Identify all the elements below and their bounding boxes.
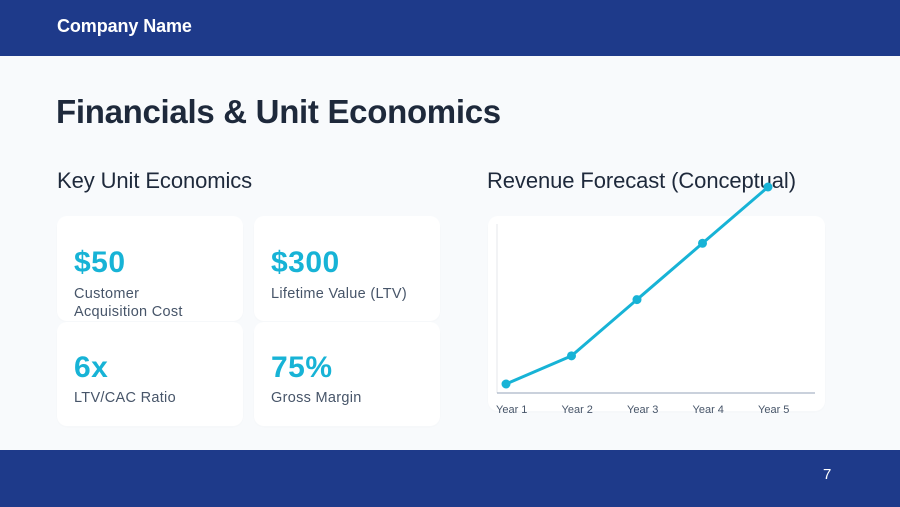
unit-economics-heading: Key Unit Economics — [57, 168, 253, 193]
revenue-chart-card: Year 1 Year 2 Year 3 Year 4 Year 5 — [488, 182, 825, 416]
x-axis-labels: Year 1 Year 2 Year 3 Year 4 Year 5 — [496, 404, 789, 416]
metric-value: $50 — [74, 246, 126, 279]
x-axis-label: Year 3 — [627, 404, 658, 416]
metric-card-cac: $50 Customer Acquisition Cost — [57, 216, 243, 321]
footer-bar — [0, 450, 900, 507]
metric-card-ltv: $300 Lifetime Value (LTV) — [254, 216, 440, 321]
data-point — [698, 238, 707, 248]
data-points — [501, 182, 773, 389]
revenue-line — [504, 185, 770, 386]
x-axis-label: Year 5 — [758, 404, 789, 416]
revenue-line-chart: Year 1 Year 2 Year 3 Year 4 Year 5 — [496, 182, 815, 416]
metric-card-ltv-cac-ratio: 6x LTV/CAC Ratio — [57, 322, 243, 426]
x-axis-label: Year 1 — [496, 404, 527, 416]
data-point — [567, 351, 576, 361]
metric-value: 6x — [74, 351, 109, 384]
slide-title: Financials & Unit Economics — [56, 93, 501, 130]
header-bar: Company Name — [0, 0, 900, 56]
company-name: Company Name — [57, 16, 192, 36]
data-point — [632, 295, 642, 305]
revenue-forecast-heading: Revenue Forecast (Conceptual) — [487, 168, 796, 193]
x-axis-label: Year 2 — [562, 404, 593, 416]
metric-label: Lifetime Value (LTV) — [271, 286, 408, 302]
data-point — [763, 182, 773, 192]
metric-label: Customer Acquisition Cost — [74, 286, 183, 320]
metric-label: Gross Margin — [271, 390, 362, 406]
metric-label: LTV/CAC Ratio — [74, 390, 176, 406]
x-axis-label: Year 4 — [693, 404, 724, 416]
page-number: 7 — [823, 466, 832, 483]
metric-card-gross-margin: 75% Gross Margin — [254, 322, 440, 426]
metric-value: $300 — [271, 246, 340, 279]
metric-value: 75% — [271, 351, 333, 384]
data-point — [501, 379, 511, 389]
